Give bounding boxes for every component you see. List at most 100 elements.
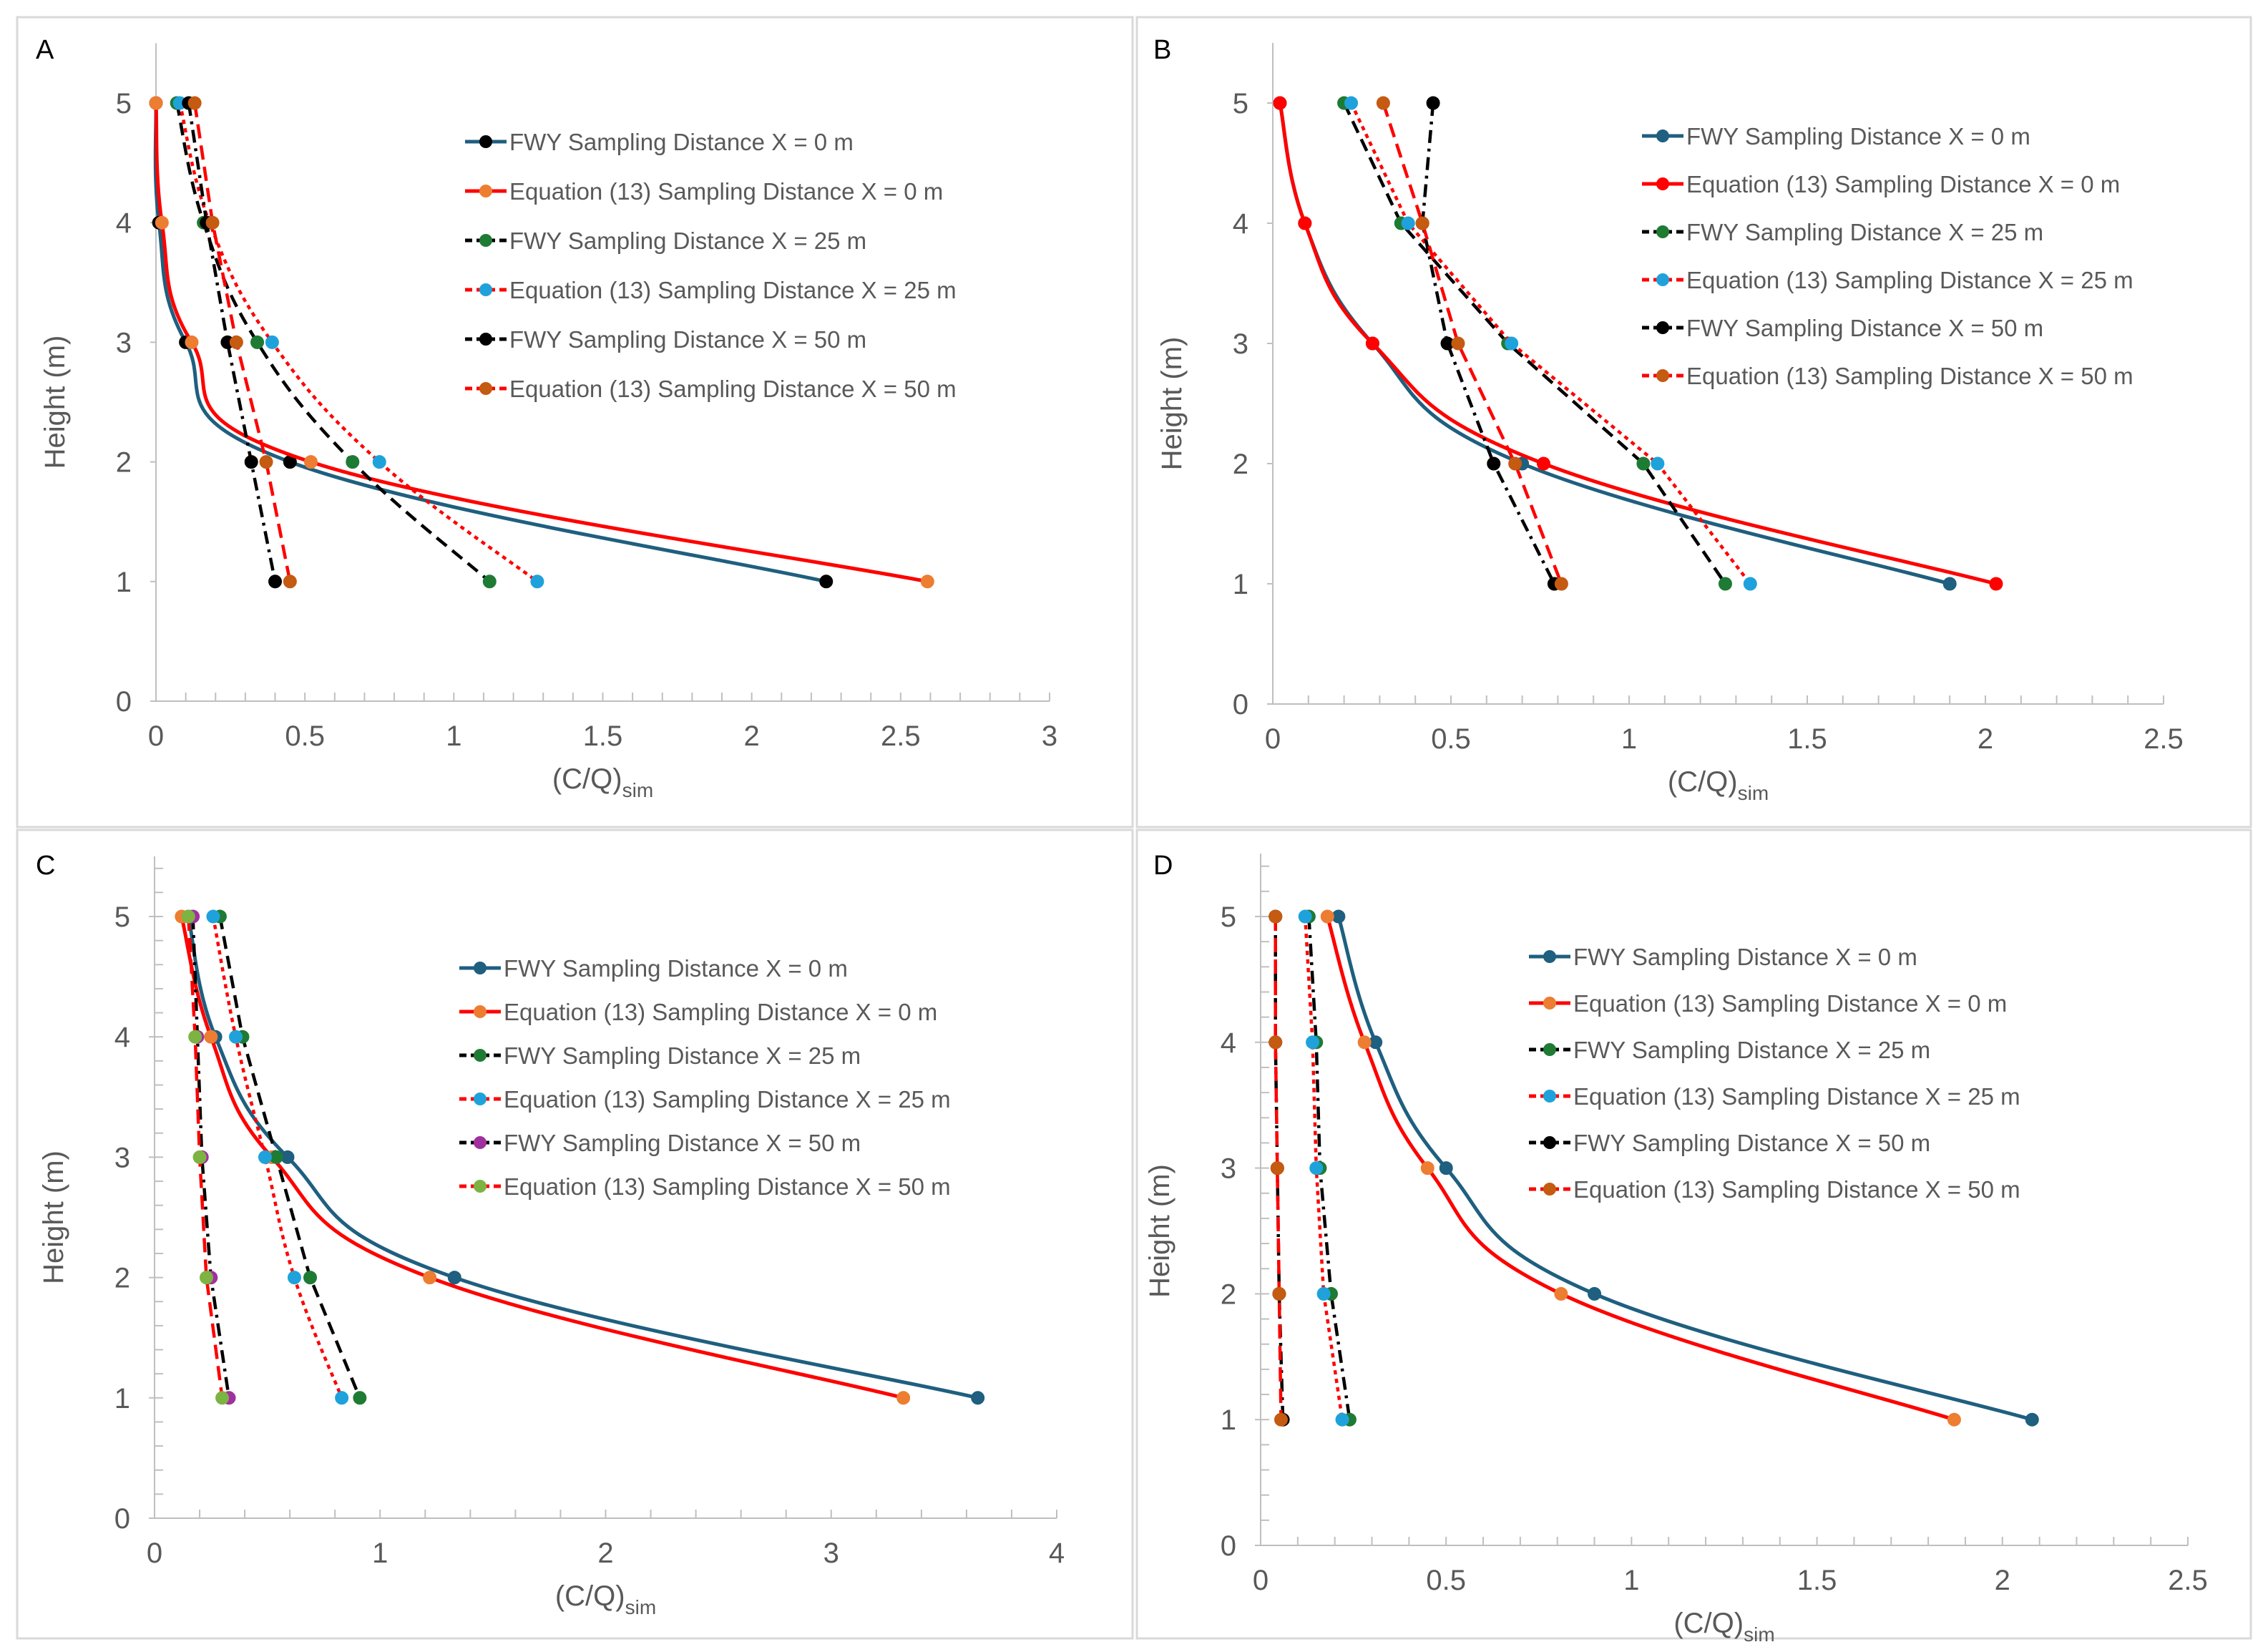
data-point-marker bbox=[1274, 1412, 1289, 1427]
y-tick-label: 4 bbox=[1221, 1027, 1236, 1059]
x-axis-title-main: (C/Q) bbox=[1668, 766, 1738, 798]
data-point-marker bbox=[1651, 456, 1665, 471]
legend-entry-label: FWY Sampling Distance X = 25 m bbox=[509, 228, 866, 254]
legend-entry-label: FWY Sampling Distance X = 0 m bbox=[504, 955, 848, 982]
x-tick-label: 3 bbox=[823, 1538, 839, 1569]
data-point-marker bbox=[1309, 1161, 1324, 1176]
legend-marker-swatch bbox=[1543, 1183, 1556, 1196]
legend-marker-swatch bbox=[479, 283, 492, 296]
panel-label: A bbox=[36, 35, 54, 65]
y-tick-label: 4 bbox=[114, 1022, 130, 1053]
legend-entry-label: Equation (13) Sampling Distance X = 50 m bbox=[1686, 363, 2133, 389]
x-tick-label: 3 bbox=[1042, 720, 1057, 752]
legend-marker-swatch bbox=[474, 1136, 487, 1149]
legend-entry-label: Equation (13) Sampling Distance X = 50 m bbox=[504, 1173, 951, 1200]
y-tick-label: 0 bbox=[1221, 1530, 1236, 1562]
series-line bbox=[1349, 102, 1752, 585]
x-axis-title-subscript: sim bbox=[1738, 782, 1769, 804]
data-point-marker bbox=[185, 335, 199, 349]
chart-panel-a: A 0 0.5 1 1.5 2 2.5 3 0 1 2 3 4 5 (C/Q)sim Height (m) FW… bbox=[16, 16, 1134, 829]
legend-entry-label: Equation (13) Sampling Distance X = 25 m bbox=[504, 1086, 951, 1113]
y-tick-label: 0 bbox=[1233, 689, 1248, 720]
y-tick-label: 0 bbox=[116, 686, 132, 718]
data-point-marker bbox=[1270, 1161, 1284, 1176]
data-point-marker bbox=[192, 1150, 207, 1164]
y-tick-label: 5 bbox=[116, 88, 132, 119]
y-tick-label: 2 bbox=[114, 1263, 130, 1294]
legend-marker-swatch bbox=[1543, 997, 1556, 1010]
data-point-marker bbox=[1298, 909, 1312, 924]
y-tick-label: 3 bbox=[114, 1142, 130, 1173]
legend-entry-label: FWY Sampling Distance X = 50 m bbox=[1573, 1130, 1930, 1156]
x-tick-label: 2.5 bbox=[881, 720, 921, 752]
data-point-marker bbox=[204, 1030, 218, 1044]
panel-frame bbox=[1135, 829, 2252, 1640]
legend-entry-label: FWY Sampling Distance X = 25 m bbox=[1686, 219, 2043, 245]
series-line bbox=[1274, 917, 1283, 1420]
data-point-marker bbox=[228, 1030, 243, 1044]
series-line bbox=[1325, 916, 1955, 1422]
y-tick-label: 4 bbox=[1233, 208, 1248, 240]
x-tick-label: 0 bbox=[1265, 723, 1281, 755]
x-tick-label: 0 bbox=[1253, 1565, 1269, 1596]
data-point-marker bbox=[353, 1391, 367, 1405]
data-point-marker bbox=[229, 335, 243, 349]
data-point-marker bbox=[1508, 456, 1522, 471]
legend-marker-swatch bbox=[474, 1049, 487, 1062]
y-tick-label: 2 bbox=[1233, 449, 1248, 480]
data-point-marker bbox=[2025, 1412, 2039, 1427]
legend-entry-label: FWY Sampling Distance X = 0 m bbox=[509, 129, 854, 155]
x-tick-label: 2 bbox=[597, 1538, 613, 1569]
x-tick-label: 2.5 bbox=[2144, 723, 2184, 755]
data-point-marker bbox=[423, 1271, 437, 1285]
data-point-marker bbox=[1588, 1286, 1602, 1301]
data-point-marker bbox=[303, 1271, 318, 1285]
data-point-marker bbox=[1718, 577, 1732, 591]
data-point-marker bbox=[149, 96, 163, 110]
series-line bbox=[1336, 916, 2033, 1422]
chart-panel-c: C 0 1 2 3 4 0 1 2 3 4 5 (C/Q)sim Height (m) FWY Sampli… bbox=[16, 829, 1134, 1640]
x-tick-label: 1 bbox=[1623, 1565, 1639, 1596]
series-line bbox=[211, 916, 343, 1399]
data-point-marker bbox=[1320, 909, 1334, 924]
x-tick-label: 2 bbox=[1995, 1565, 2010, 1596]
data-point-marker bbox=[335, 1391, 349, 1405]
x-tick-label: 1.5 bbox=[1787, 723, 1827, 755]
legend-entry-label: FWY Sampling Distance X = 25 m bbox=[504, 1042, 861, 1069]
x-tick-label: 2 bbox=[1978, 723, 1993, 755]
panel-label: D bbox=[1153, 851, 1173, 881]
y-axis-title: Height (m) bbox=[1144, 1164, 1175, 1298]
legend-entry-label: FWY Sampling Distance X = 50 m bbox=[1686, 315, 2043, 341]
data-point-marker bbox=[155, 215, 169, 230]
data-point-marker bbox=[1401, 216, 1415, 230]
series-line bbox=[1420, 102, 1556, 585]
series-line bbox=[178, 102, 539, 583]
legend-marker-swatch bbox=[1543, 950, 1556, 963]
x-tick-label: 0.5 bbox=[1426, 1565, 1466, 1596]
panel-label: B bbox=[1153, 35, 1171, 65]
data-point-marker bbox=[1947, 1412, 1961, 1427]
y-axis-title: Height (m) bbox=[1156, 337, 1188, 471]
legend-marker-swatch bbox=[1656, 369, 1669, 382]
data-point-marker bbox=[1344, 96, 1359, 110]
data-point-marker bbox=[259, 455, 273, 469]
y-tick-label: 3 bbox=[1233, 328, 1248, 360]
data-point-marker bbox=[1269, 1035, 1283, 1050]
legend-entry-label: Equation (13) Sampling Distance X = 0 m bbox=[509, 178, 943, 205]
data-point-marker bbox=[250, 335, 265, 349]
data-point-marker bbox=[1487, 456, 1501, 471]
data-point-marker bbox=[268, 575, 283, 589]
legend-entry-label: FWY Sampling Distance X = 0 m bbox=[1573, 944, 1917, 970]
data-point-marker bbox=[1376, 96, 1390, 110]
data-point-marker bbox=[187, 96, 202, 110]
legend-marker-swatch bbox=[479, 135, 492, 148]
x-tick-label: 1.5 bbox=[1797, 1565, 1837, 1596]
data-point-marker bbox=[1306, 1035, 1320, 1050]
y-tick-label: 5 bbox=[1221, 901, 1236, 933]
legend-entry-label: Equation (13) Sampling Distance X = 25 m bbox=[1573, 1083, 2020, 1110]
legend-entry-label: Equation (13) Sampling Distance X = 50 m bbox=[509, 376, 957, 402]
legend-entry-label: Equation (13) Sampling Distance X = 0 m bbox=[1686, 171, 2120, 197]
x-tick-label: 0.5 bbox=[285, 720, 325, 752]
data-point-marker bbox=[1439, 1161, 1453, 1176]
